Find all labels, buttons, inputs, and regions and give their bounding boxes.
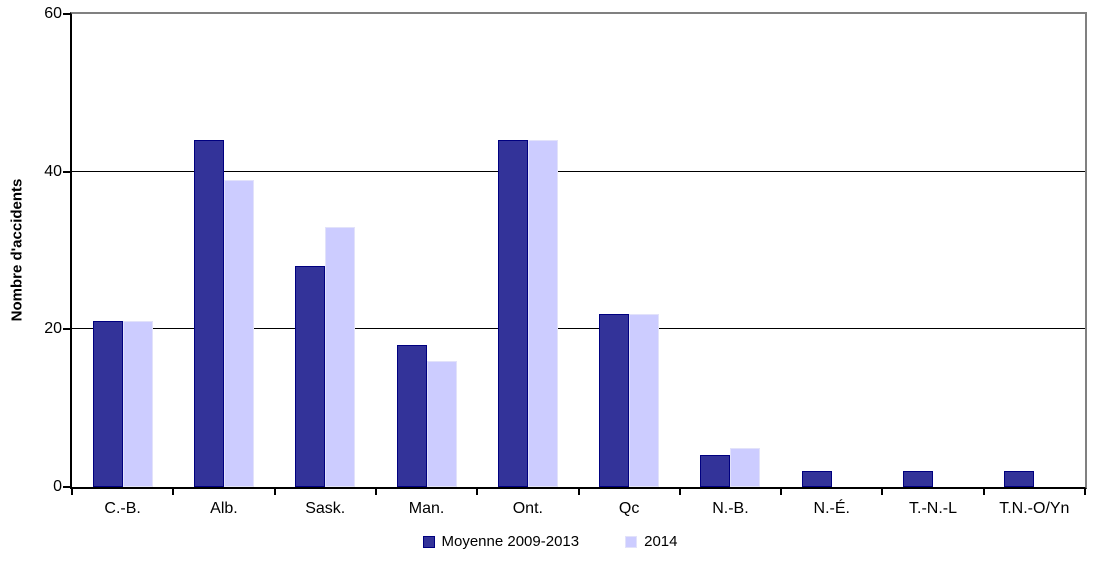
x-tick-mark	[273, 489, 276, 495]
x-tick-mark	[374, 489, 377, 495]
x-tick-mark	[1084, 489, 1086, 495]
bar-moyenne-2009-2013	[801, 471, 832, 487]
category-slot	[72, 14, 173, 487]
legend-label: Moyenne 2009-2013	[441, 533, 580, 550]
bar-moyenne-2009-2013	[295, 266, 326, 487]
x-axis-label: T.N.-O/Yn	[999, 500, 1070, 517]
legend: Moyenne 2009-2013 2014	[0, 533, 1100, 550]
bar-2014	[325, 226, 356, 487]
category-slot	[578, 14, 679, 487]
bar-moyenne-2009-2013	[599, 313, 630, 487]
bar-2014	[629, 313, 660, 487]
x-axis-label: Qc	[618, 500, 640, 517]
category-slot	[275, 14, 376, 487]
legend-item: Moyenne 2009-2013	[422, 533, 580, 550]
legend-item: 2014	[625, 533, 677, 550]
bar-moyenne-2009-2013	[193, 140, 224, 487]
y-tick-mark	[63, 170, 70, 173]
x-axis-label: C.-B.	[104, 500, 141, 517]
bar-moyenne-2009-2013	[92, 321, 123, 487]
x-tick-mark	[982, 489, 985, 495]
y-tick-label: 20	[44, 320, 62, 338]
legend-swatch-moyenne	[422, 535, 435, 548]
bar-2014	[730, 447, 761, 487]
category-slot	[984, 14, 1085, 487]
x-tick-mark	[172, 489, 175, 495]
bar-moyenne-2009-2013	[396, 345, 427, 487]
bar-2014	[223, 179, 254, 487]
bar-moyenne-2009-2013	[903, 471, 934, 487]
y-tick-label: 0	[53, 478, 62, 495]
y-axis-title: Nombre d'accidents	[8, 178, 26, 322]
x-tick-mark	[678, 489, 681, 495]
x-axis-label: Sask.	[305, 500, 346, 517]
category-slot	[882, 14, 983, 487]
gridline-40	[72, 170, 1085, 172]
category-slot	[376, 14, 477, 487]
x-tick-mark	[71, 489, 73, 495]
gridline-20	[72, 328, 1085, 330]
y-tick-label: 40	[44, 162, 62, 180]
y-tick-mark	[63, 486, 70, 488]
legend-label: 2014	[644, 533, 678, 550]
x-axis-label: T.-N.-L	[909, 500, 958, 517]
x-tick-mark	[881, 489, 884, 495]
bar-moyenne-2009-2013	[497, 140, 528, 487]
bar-2014	[122, 321, 153, 487]
y-tick-label: 60	[44, 5, 62, 22]
bar-moyenne-2009-2013	[1004, 471, 1035, 487]
x-tick-mark	[577, 489, 580, 495]
x-axis-label: N.-É.	[813, 500, 850, 517]
y-tick-mark	[63, 328, 70, 331]
x-axis-label: Alb.	[210, 500, 238, 517]
x-axis-label: N.-B.	[712, 500, 749, 517]
bar-2014	[527, 140, 558, 487]
plot-area	[70, 12, 1087, 489]
category-slot	[781, 14, 882, 487]
x-axis-label: Man.	[408, 500, 445, 517]
category-slot	[173, 14, 274, 487]
bar-2014	[426, 360, 457, 487]
category-slot	[680, 14, 781, 487]
x-axis-label: Ont.	[512, 500, 543, 517]
x-tick-mark	[476, 489, 479, 495]
y-tick-mark	[63, 13, 70, 15]
legend-swatch-2014	[625, 535, 638, 548]
category-slot	[477, 14, 578, 487]
x-tick-mark	[780, 489, 783, 495]
bar-moyenne-2009-2013	[700, 455, 731, 487]
